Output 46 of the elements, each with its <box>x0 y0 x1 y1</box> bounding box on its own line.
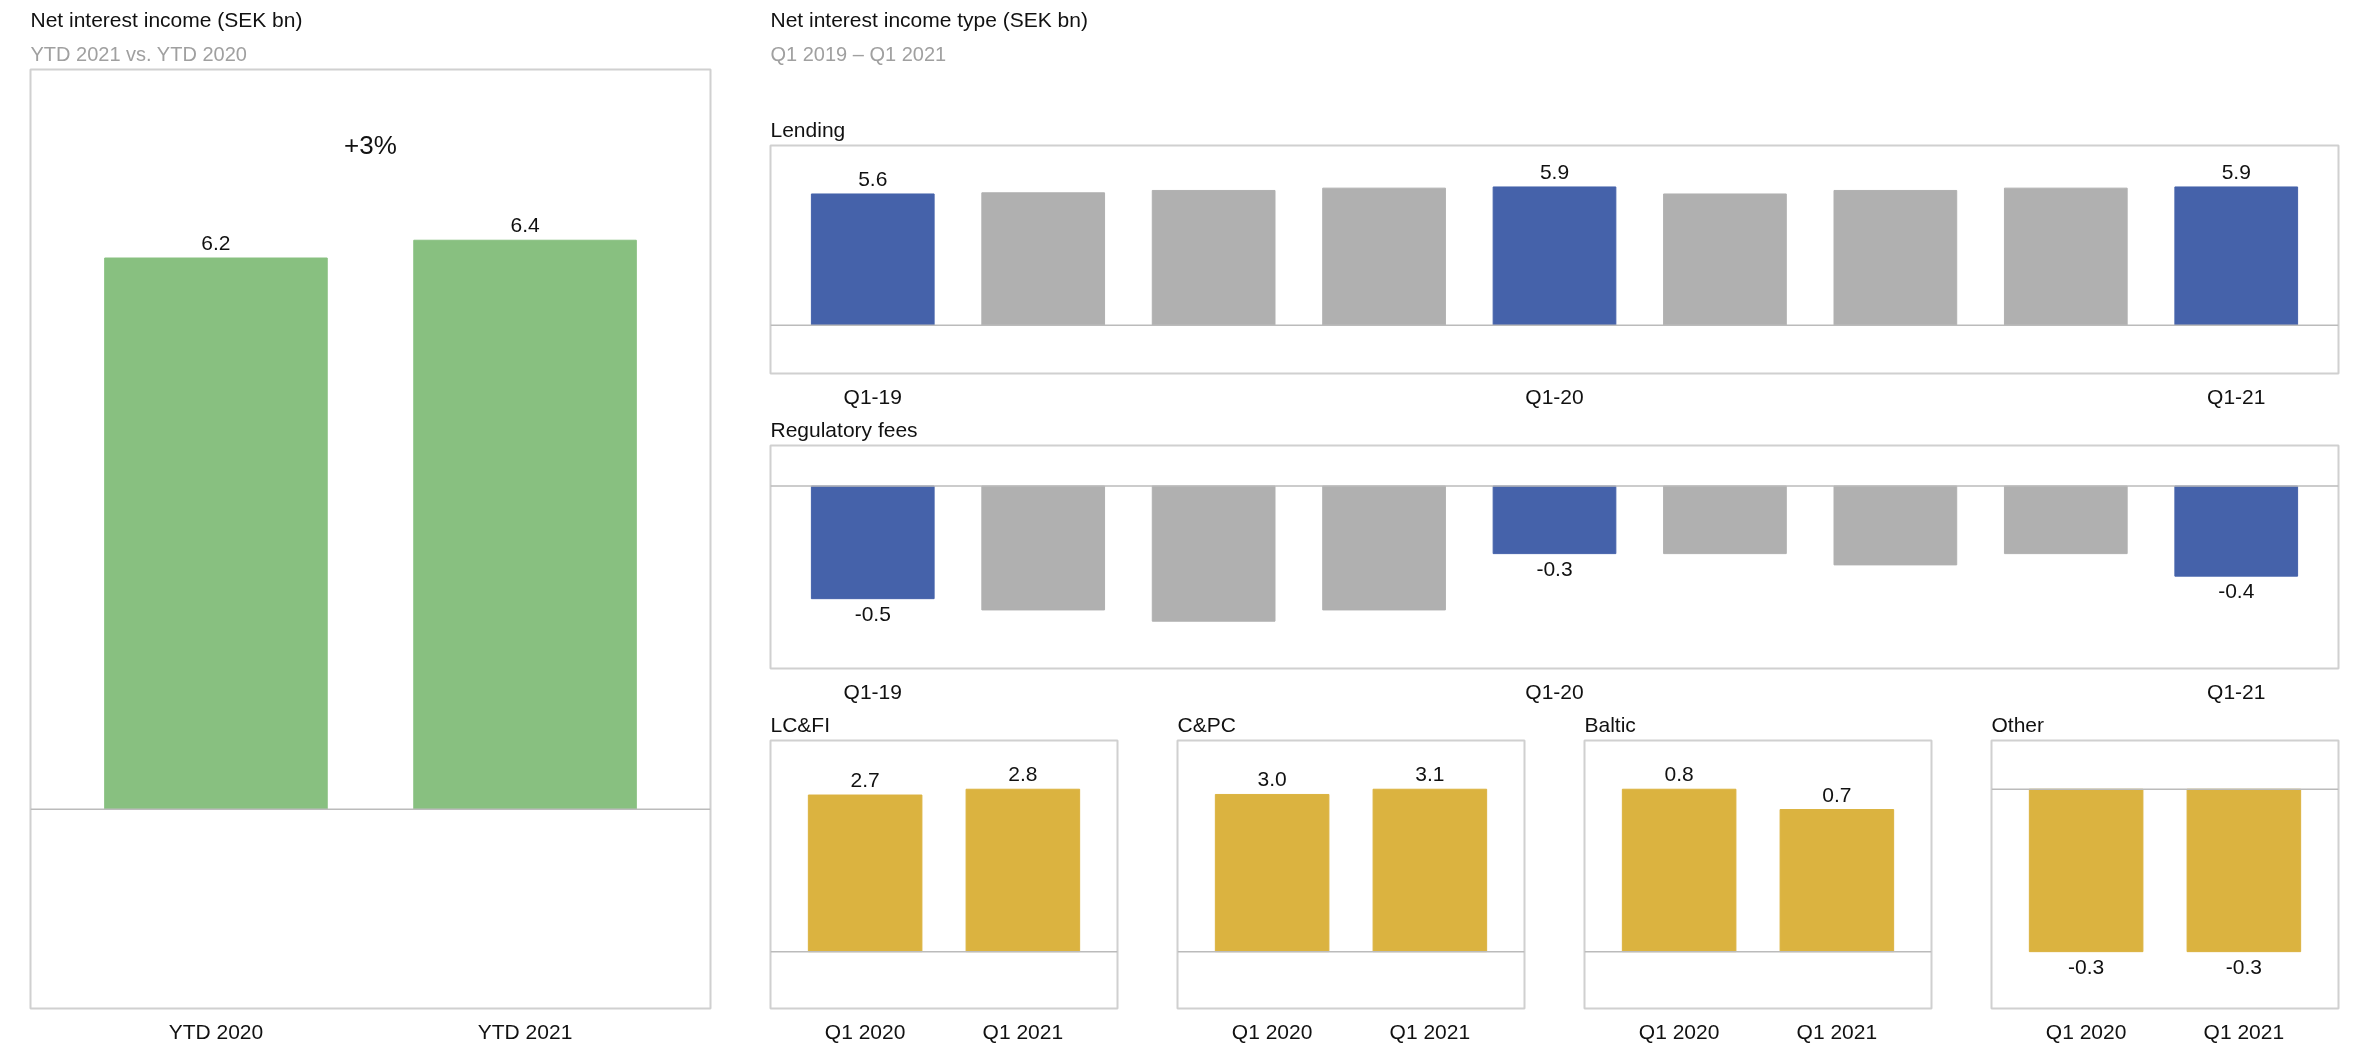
bar <box>1492 186 1617 326</box>
chart-title: Lending <box>770 117 846 141</box>
data-label: 6.4 <box>510 213 540 237</box>
data-label: 6.2 <box>201 231 231 255</box>
bar <box>2174 186 2299 326</box>
data-label: 2.8 <box>1008 762 1038 786</box>
data-label: -0.3 <box>1536 556 1573 580</box>
x-tick-label: Q1-21 <box>2207 384 2266 408</box>
data-label: 2.7 <box>850 768 880 792</box>
x-tick-label: Q1 2021 <box>1389 1019 1471 1043</box>
x-tick-label: Q1-20 <box>1525 384 1584 408</box>
data-label: -0.3 <box>2225 954 2262 978</box>
x-tick-label: Q1-20 <box>1525 679 1584 703</box>
data-label: -0.3 <box>2068 954 2105 978</box>
x-tick-label: Q1 2021 <box>2203 1019 2285 1043</box>
x-tick-label: Q1 2021 <box>1796 1019 1878 1043</box>
bar <box>810 193 935 326</box>
text: +3% <box>344 129 397 160</box>
x-tick-label: Q1 2020 <box>824 1019 906 1043</box>
x-tick-label: Q1-19 <box>843 384 902 408</box>
x-tick-label: Q1 2020 <box>2045 1019 2127 1043</box>
data-label: 0.8 <box>1664 762 1694 786</box>
chart-title: Baltic <box>1584 712 1636 736</box>
x-tick-label: Q1-21 <box>2207 679 2266 703</box>
data-label: -0.4 <box>2218 579 2255 603</box>
chart-subtitle: YTD 2021 vs. YTD 2020 <box>30 42 247 65</box>
data-label: 5.9 <box>1539 159 1570 183</box>
text: Net interest income type (SEK bn) <box>770 7 1088 31</box>
data-label: 3.1 <box>1415 762 1445 786</box>
chart-title: LC&FI <box>770 712 831 736</box>
chart-title: Other <box>1991 712 2045 736</box>
data-label: -0.5 <box>854 601 891 625</box>
chart-title: Regulatory fees <box>770 417 918 441</box>
data-label: 5.6 <box>858 166 888 190</box>
chart-title: C&PC <box>1177 712 1236 736</box>
data-label: 0.7 <box>1822 782 1852 806</box>
x-tick-label: Q1-19 <box>843 679 902 703</box>
data-label: 5.9 <box>2221 159 2251 183</box>
text: Q1 2019 – Q1 2021 <box>770 42 947 65</box>
x-tick-label: Q1 2020 <box>1231 1019 1313 1043</box>
x-tick-label: YTD 2021 <box>477 1019 573 1043</box>
x-tick-label: Q1 2021 <box>982 1019 1064 1043</box>
x-tick-label: YTD 2020 <box>168 1019 264 1043</box>
x-tick-label: Q1 2020 <box>1638 1019 1720 1043</box>
chart-title: Net interest income (SEK bn) <box>30 7 303 31</box>
data-label: 3.0 <box>1257 767 1287 791</box>
